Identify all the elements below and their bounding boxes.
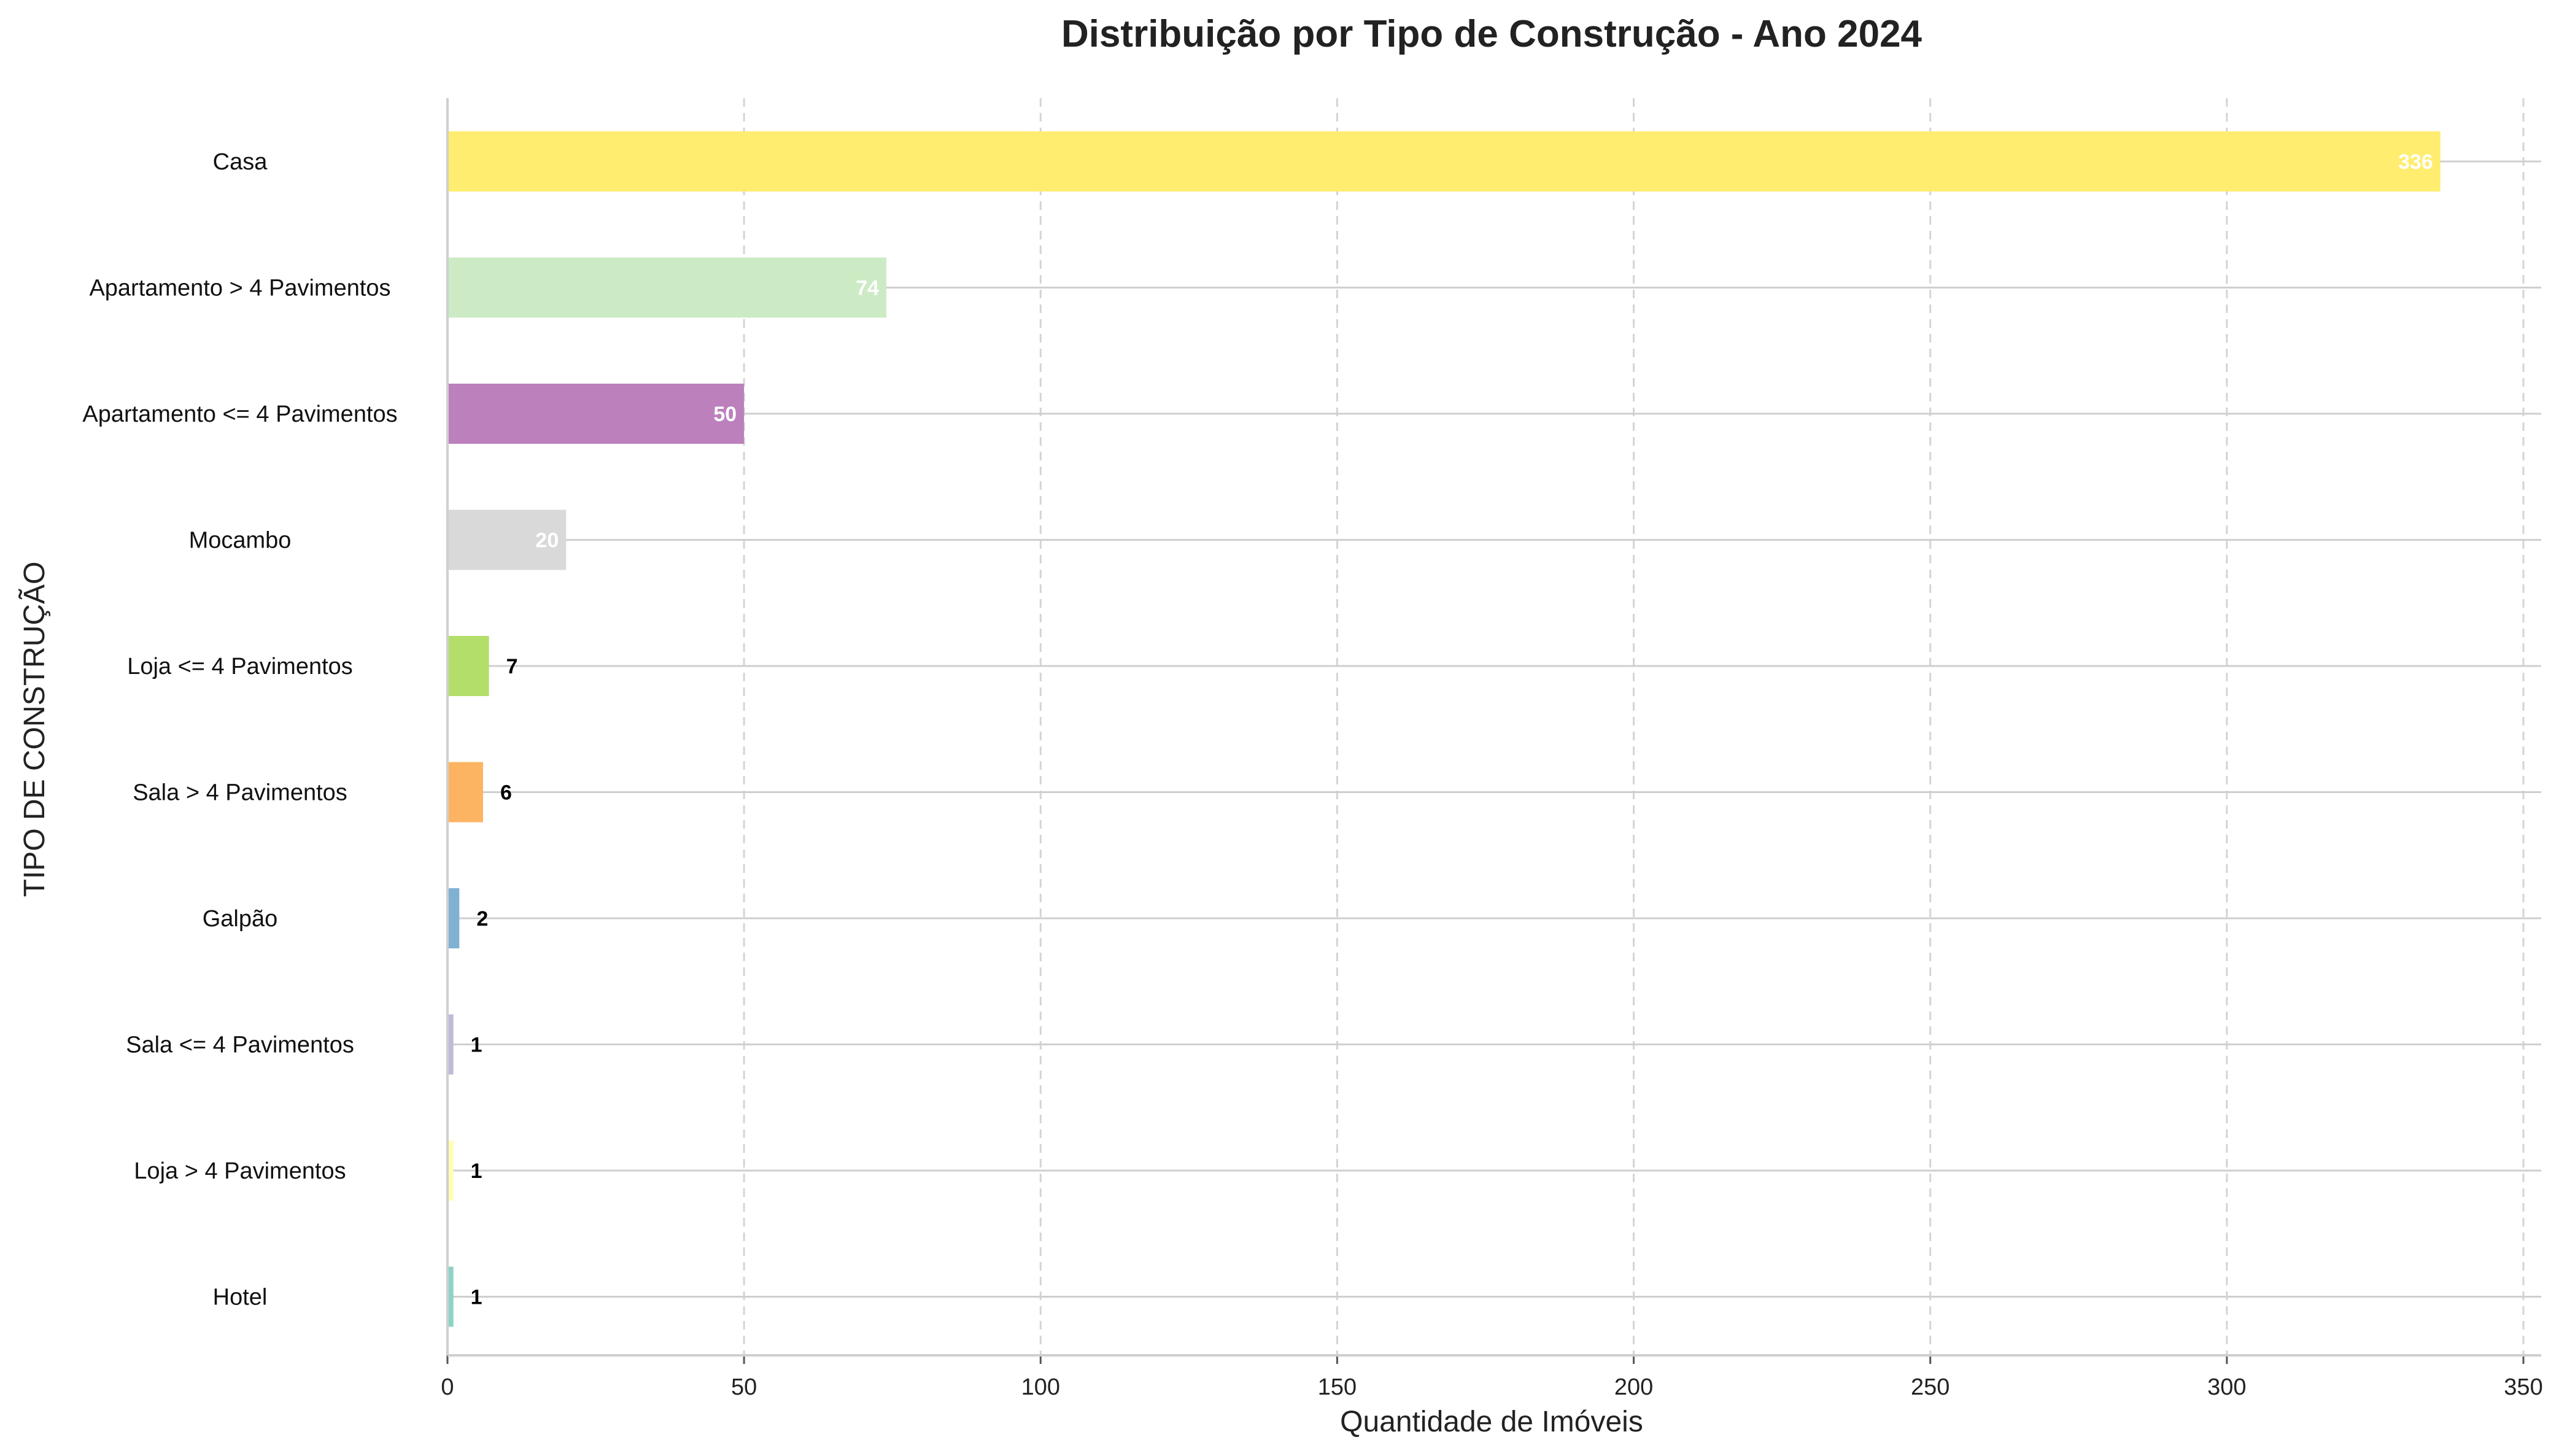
bar xyxy=(447,1140,454,1201)
bar-value-label: 50 xyxy=(713,403,737,426)
bar xyxy=(447,384,745,444)
x-tick-label: 250 xyxy=(1911,1374,1949,1400)
bar xyxy=(447,257,887,318)
bar-value-label: 336 xyxy=(2398,150,2433,174)
bar-value-label: 74 xyxy=(856,277,879,300)
y-tick-label: Apartamento > 4 Pavimentos xyxy=(89,276,390,301)
x-tick-label: 200 xyxy=(1614,1374,1653,1400)
bar-value-label: 1 xyxy=(471,1160,482,1183)
x-tick-label: 350 xyxy=(2504,1374,2542,1400)
bar xyxy=(447,1014,454,1075)
y-tick-label: Loja <= 4 Pavimentos xyxy=(127,654,353,680)
y-tick-label: Mocambo xyxy=(189,528,292,554)
bar-value-label: 1 xyxy=(471,1286,482,1309)
x-tick-label: 150 xyxy=(1318,1374,1357,1400)
bar xyxy=(447,1266,454,1327)
bar-value-label: 20 xyxy=(535,529,559,552)
bar xyxy=(447,888,460,948)
bars-layer xyxy=(447,131,2441,1327)
y-axis-title: TIPO DE CONSTRUÇÃO xyxy=(18,562,51,897)
bar xyxy=(447,131,2441,192)
x-tick-label: 300 xyxy=(2207,1374,2246,1400)
y-tick-label: Casa xyxy=(213,149,268,175)
y-tick-label: Hotel xyxy=(213,1285,268,1311)
y-tick-label: Loja > 4 Pavimentos xyxy=(134,1158,346,1184)
bar-value-label: 2 xyxy=(476,907,488,931)
x-tick-label: 0 xyxy=(441,1374,454,1400)
bar xyxy=(447,509,567,570)
bar-value-label: 7 xyxy=(506,655,518,678)
bar-value-label: 6 xyxy=(500,781,512,805)
y-tick-label: Sala <= 4 Pavimentos xyxy=(126,1032,354,1058)
bar xyxy=(447,636,489,696)
y-tick-label: Galpão xyxy=(203,906,278,932)
x-tick-label: 100 xyxy=(1021,1374,1060,1400)
x-tick-label: 50 xyxy=(731,1374,757,1400)
bar-value-label: 1 xyxy=(471,1034,482,1057)
chart-title: Distribuição por Tipo de Construção - An… xyxy=(1061,13,1922,55)
axes-layer xyxy=(446,98,2541,1364)
y-tick-label: Apartamento <= 4 Pavimentos xyxy=(82,401,397,427)
bar xyxy=(447,762,483,823)
x-axis-title: Quantidade de Imóveis xyxy=(1340,1406,1643,1438)
y-tick-label: Sala > 4 Pavimentos xyxy=(133,780,347,806)
